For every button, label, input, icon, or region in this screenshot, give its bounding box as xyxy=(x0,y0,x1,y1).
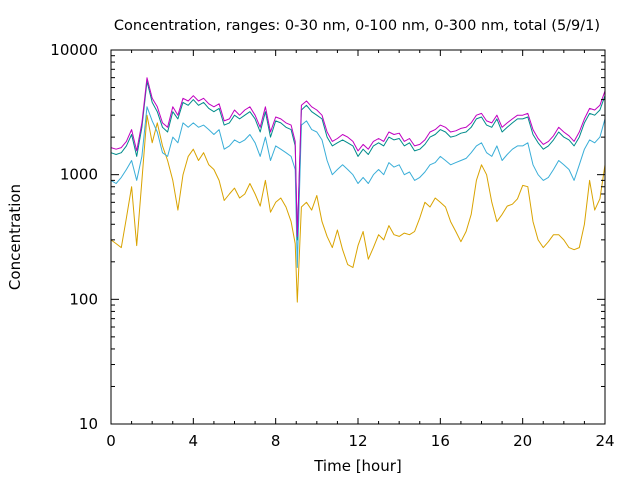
chart-title: Concentration, ranges: 0-30 nm, 0-100 nm… xyxy=(114,18,600,34)
x-tick-label: 24 xyxy=(595,432,614,450)
x-tick-label: 16 xyxy=(431,432,450,450)
x-axis-label: Time [hour] xyxy=(313,457,402,475)
series-line-2 xyxy=(110,106,606,268)
y-axis-label: Concentration xyxy=(6,184,24,290)
x-tick-label: 8 xyxy=(271,432,281,450)
y-tick-label: 10 xyxy=(79,415,98,433)
y-tick-label: 100 xyxy=(69,290,98,308)
x-tick-label: 12 xyxy=(348,432,367,450)
x-tick-label: 4 xyxy=(189,432,199,450)
x-tick-label: 20 xyxy=(513,432,532,450)
y-tick-label: 1000 xyxy=(60,166,98,184)
series-line-1 xyxy=(110,114,606,303)
series-line-3 xyxy=(110,80,606,241)
axis-ticks: 0 4 8 12 16 20 24 10 100 1000 10000 xyxy=(50,41,614,450)
series-line-4 xyxy=(110,77,606,237)
x-tick-label: 0 xyxy=(106,432,116,450)
y-tick-label: 10000 xyxy=(50,41,98,59)
plot-area xyxy=(110,77,606,303)
